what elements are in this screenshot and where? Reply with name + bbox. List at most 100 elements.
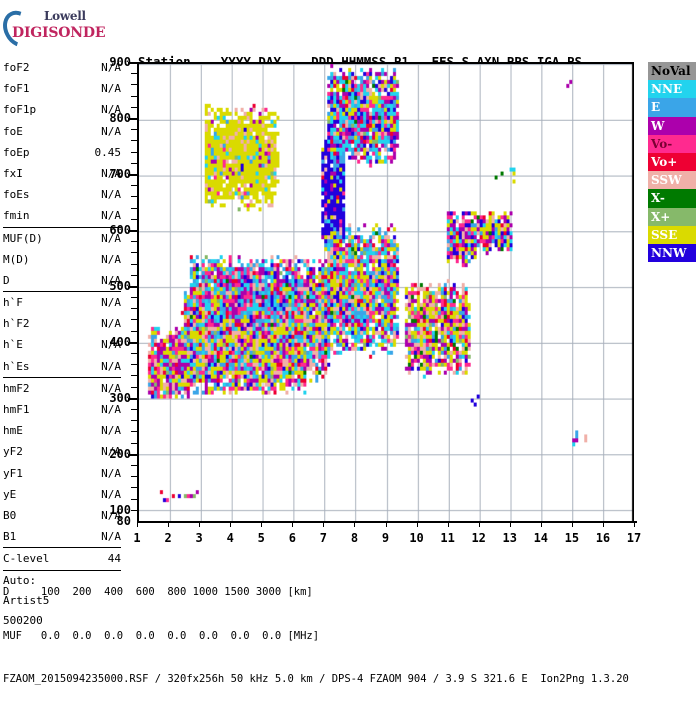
legend-item-ssw[interactable]: SSW [648, 171, 696, 190]
param-row-md: M(D) N/A [3, 249, 121, 270]
param-key: h`F2 [3, 317, 30, 331]
y-axis-minor-tick [131, 297, 137, 299]
param-key: h`E [3, 338, 23, 352]
x-axis-tick [137, 521, 138, 527]
x-axis-tick [571, 521, 573, 527]
param-key: MUF(D) [3, 231, 43, 245]
param-value: N/A [101, 359, 121, 373]
x-axis-tick [230, 521, 232, 527]
param-key: h`F [3, 296, 23, 310]
y-axis-label-800: 800 [109, 110, 131, 125]
x-axis-label-9: 9 [381, 531, 390, 545]
legend-item-noval[interactable]: NoVal [648, 62, 696, 81]
param-key: D [3, 273, 10, 287]
x-axis-label-15: 15 [564, 531, 580, 545]
x-axis-label-5: 5 [257, 531, 265, 545]
y-axis-major-tick [128, 397, 137, 400]
y-axis-minor-tick [131, 84, 137, 86]
param-row-fof1: foF1 N/A [3, 78, 121, 99]
param-key: fxI [3, 166, 23, 180]
x-axis-label-10: 10 [409, 531, 424, 545]
legend-item-nnw[interactable]: NNW [648, 243, 696, 263]
param-value: N/A [101, 508, 121, 522]
footer-info: D 100 200 400 600 800 1000 1500 3000 [km… [3, 556, 629, 716]
param-row-ye: yE N/A [3, 484, 121, 505]
param-row-hf: h`F N/A [3, 292, 121, 313]
x-axis-line [137, 521, 637, 523]
x-axis-label-3: 3 [195, 531, 203, 545]
legend-item-nne[interactable]: NNE [648, 80, 696, 99]
legend-item-w[interactable]: W [648, 116, 696, 135]
param-row-fof1p: foF1p N/A [3, 99, 121, 120]
x-axis-tick [509, 521, 511, 527]
x-axis-label-8: 8 [350, 531, 359, 545]
x-axis-tick [385, 521, 387, 527]
param-key: foEs [3, 188, 30, 202]
param-key: foF1 [3, 82, 30, 96]
footer-file-row: FZAOM_2015094235000.RSF / 320fx256h 50 k… [3, 673, 629, 685]
y-axis-major-tick [128, 229, 137, 232]
param-value: N/A [101, 424, 121, 438]
param-value: N/A [101, 466, 121, 480]
y-axis-minor-tick [131, 375, 137, 377]
x-axis-tick [634, 521, 635, 527]
footer-muf-row: MUF 0.0 0.0 0.0 0.0 0.0 0.0 0.0 0.0 [MHz… [3, 629, 320, 642]
param-value: N/A [101, 403, 121, 416]
x-axis-label-17: 17 [626, 531, 642, 545]
doppler-direction-legend: NoVal NNE E W Vo- Vo+ SSW X- X+ SSE NNW [648, 62, 696, 263]
param-row-b1: B1 N/A [3, 526, 121, 547]
param-row-he: h`E N/A [3, 334, 121, 355]
param-key: foEp [3, 145, 30, 159]
param-key: fmin [3, 209, 30, 223]
param-group-divider [3, 291, 121, 293]
y-axis: 80 100 200 300 400 500 600 700 800 900 [95, 50, 137, 535]
param-key: hmE [3, 424, 23, 438]
legend-item-sse[interactable]: SSE [648, 225, 696, 244]
y-axis-minor-tick [131, 95, 137, 97]
param-key: hmF2 [3, 381, 30, 395]
y-axis-minor-tick [131, 364, 137, 366]
param-row-foes: foEs N/A [3, 184, 121, 205]
legend-item-x[interactable]: X+ [648, 207, 696, 226]
y-axis-major-tick [128, 341, 137, 344]
lowell-digisonde-logo: Lowell DIGISONDE [0, 5, 124, 53]
y-axis-minor-tick [131, 162, 137, 164]
x-axis-tick [199, 521, 201, 527]
y-axis-label-900: 900 [109, 55, 131, 69]
x-axis-label-6: 6 [288, 531, 296, 545]
y-axis-minor-tick [131, 431, 137, 433]
y-axis-minor-tick [131, 487, 137, 489]
param-row-fxi: fxI N/A [3, 163, 121, 184]
ionogram-plot-area[interactable] [137, 62, 634, 521]
legend-item-e[interactable]: E [648, 98, 696, 117]
x-axis-label-2: 2 [164, 531, 172, 545]
x-axis-tick [416, 521, 418, 527]
param-row-hes: h`Es N/A [3, 356, 121, 377]
param-key: h`Es [3, 359, 30, 373]
param-value: N/A [101, 317, 121, 331]
x-axis-tick [354, 521, 356, 527]
legend-item-vo[interactable]: Vo+ [648, 152, 696, 172]
y-axis-minor-tick [131, 218, 137, 220]
param-key: foE [3, 124, 23, 138]
auto-label: Auto: [3, 573, 37, 587]
param-row-foe: foE N/A [3, 121, 121, 142]
y-axis-minor-tick [131, 409, 137, 411]
x-axis-tick [478, 521, 480, 527]
x-axis-tick [292, 521, 294, 527]
param-key: C-level [3, 552, 50, 566]
param-value: N/A [101, 209, 121, 223]
legend-item-x[interactable]: X- [648, 189, 696, 208]
y-axis-minor-tick [131, 185, 137, 187]
y-axis-minor-tick [131, 73, 137, 75]
legend-item-vo[interactable]: Vo- [648, 134, 696, 153]
param-value: N/A [101, 487, 121, 501]
param-row-b0: B0 N/A [3, 505, 121, 526]
footer-distance-row: D 100 200 400 600 800 1000 1500 3000 [km… [3, 586, 313, 598]
param-row-hmf2: hmF2 N/A [3, 378, 121, 399]
x-axis-tick [447, 521, 449, 527]
x-axis-tick [168, 521, 170, 527]
param-row-clevel: C-level 44 [3, 548, 121, 569]
param-value: N/A [101, 231, 121, 245]
param-value: N/A [101, 530, 121, 544]
